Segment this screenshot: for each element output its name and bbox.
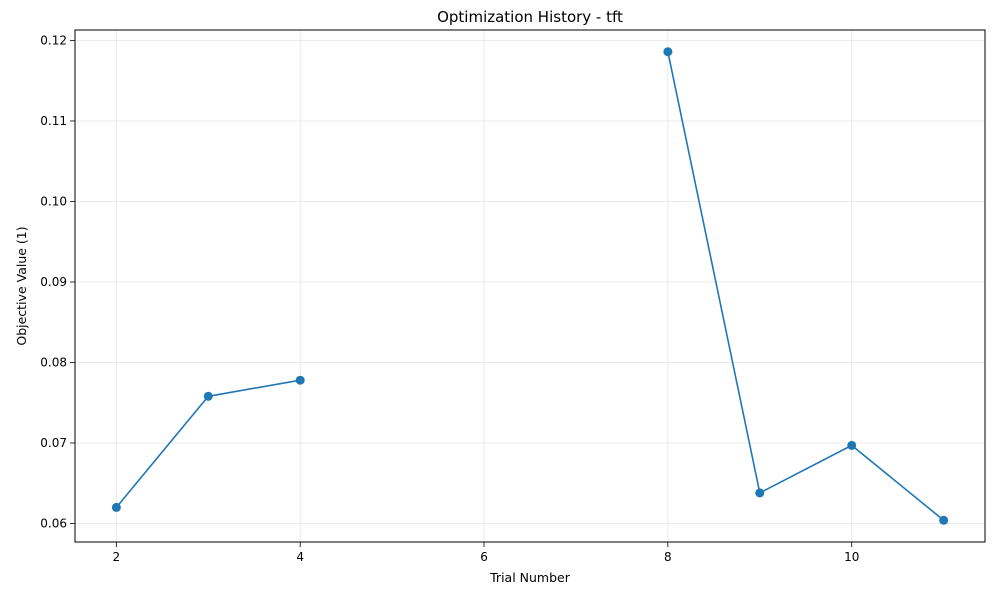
y-tick-label: 0.07 (40, 436, 67, 450)
data-point (203, 391, 213, 401)
plot-frame (74, 29, 986, 543)
y-tick-label: 0.06 (40, 516, 67, 530)
y-tick-label: 0.08 (40, 355, 67, 369)
x-tick-label: 6 (480, 550, 488, 564)
x-axis-label: Trial Number (489, 570, 571, 585)
x-tick-label: 10 (844, 550, 859, 564)
data-point (663, 47, 673, 57)
x-tick-label: 2 (113, 550, 121, 564)
y-axis-label: Objective Value (1) (14, 226, 29, 345)
y-tick-label: 0.12 (40, 33, 67, 47)
y-axis-ticks: 0.06 0.07 0.08 0.09 0.10 0.11 0.12 (40, 33, 75, 530)
data-point (755, 488, 765, 498)
data-point (295, 375, 305, 385)
chart-title: Optimization History - tft (437, 8, 623, 26)
data-point (111, 502, 121, 512)
x-axis-ticks: 2 4 6 8 10 (113, 542, 859, 564)
y-tick-label: 0.11 (40, 114, 67, 128)
y-tick-label: 0.10 (40, 194, 67, 208)
data-point (939, 515, 949, 525)
x-tick-label: 8 (664, 550, 672, 564)
x-tick-label: 4 (296, 550, 304, 564)
series-layer (111, 47, 949, 525)
data-point (847, 440, 857, 450)
y-tick-label: 0.09 (40, 275, 67, 289)
grid (75, 30, 985, 542)
series-line (667, 51, 945, 521)
